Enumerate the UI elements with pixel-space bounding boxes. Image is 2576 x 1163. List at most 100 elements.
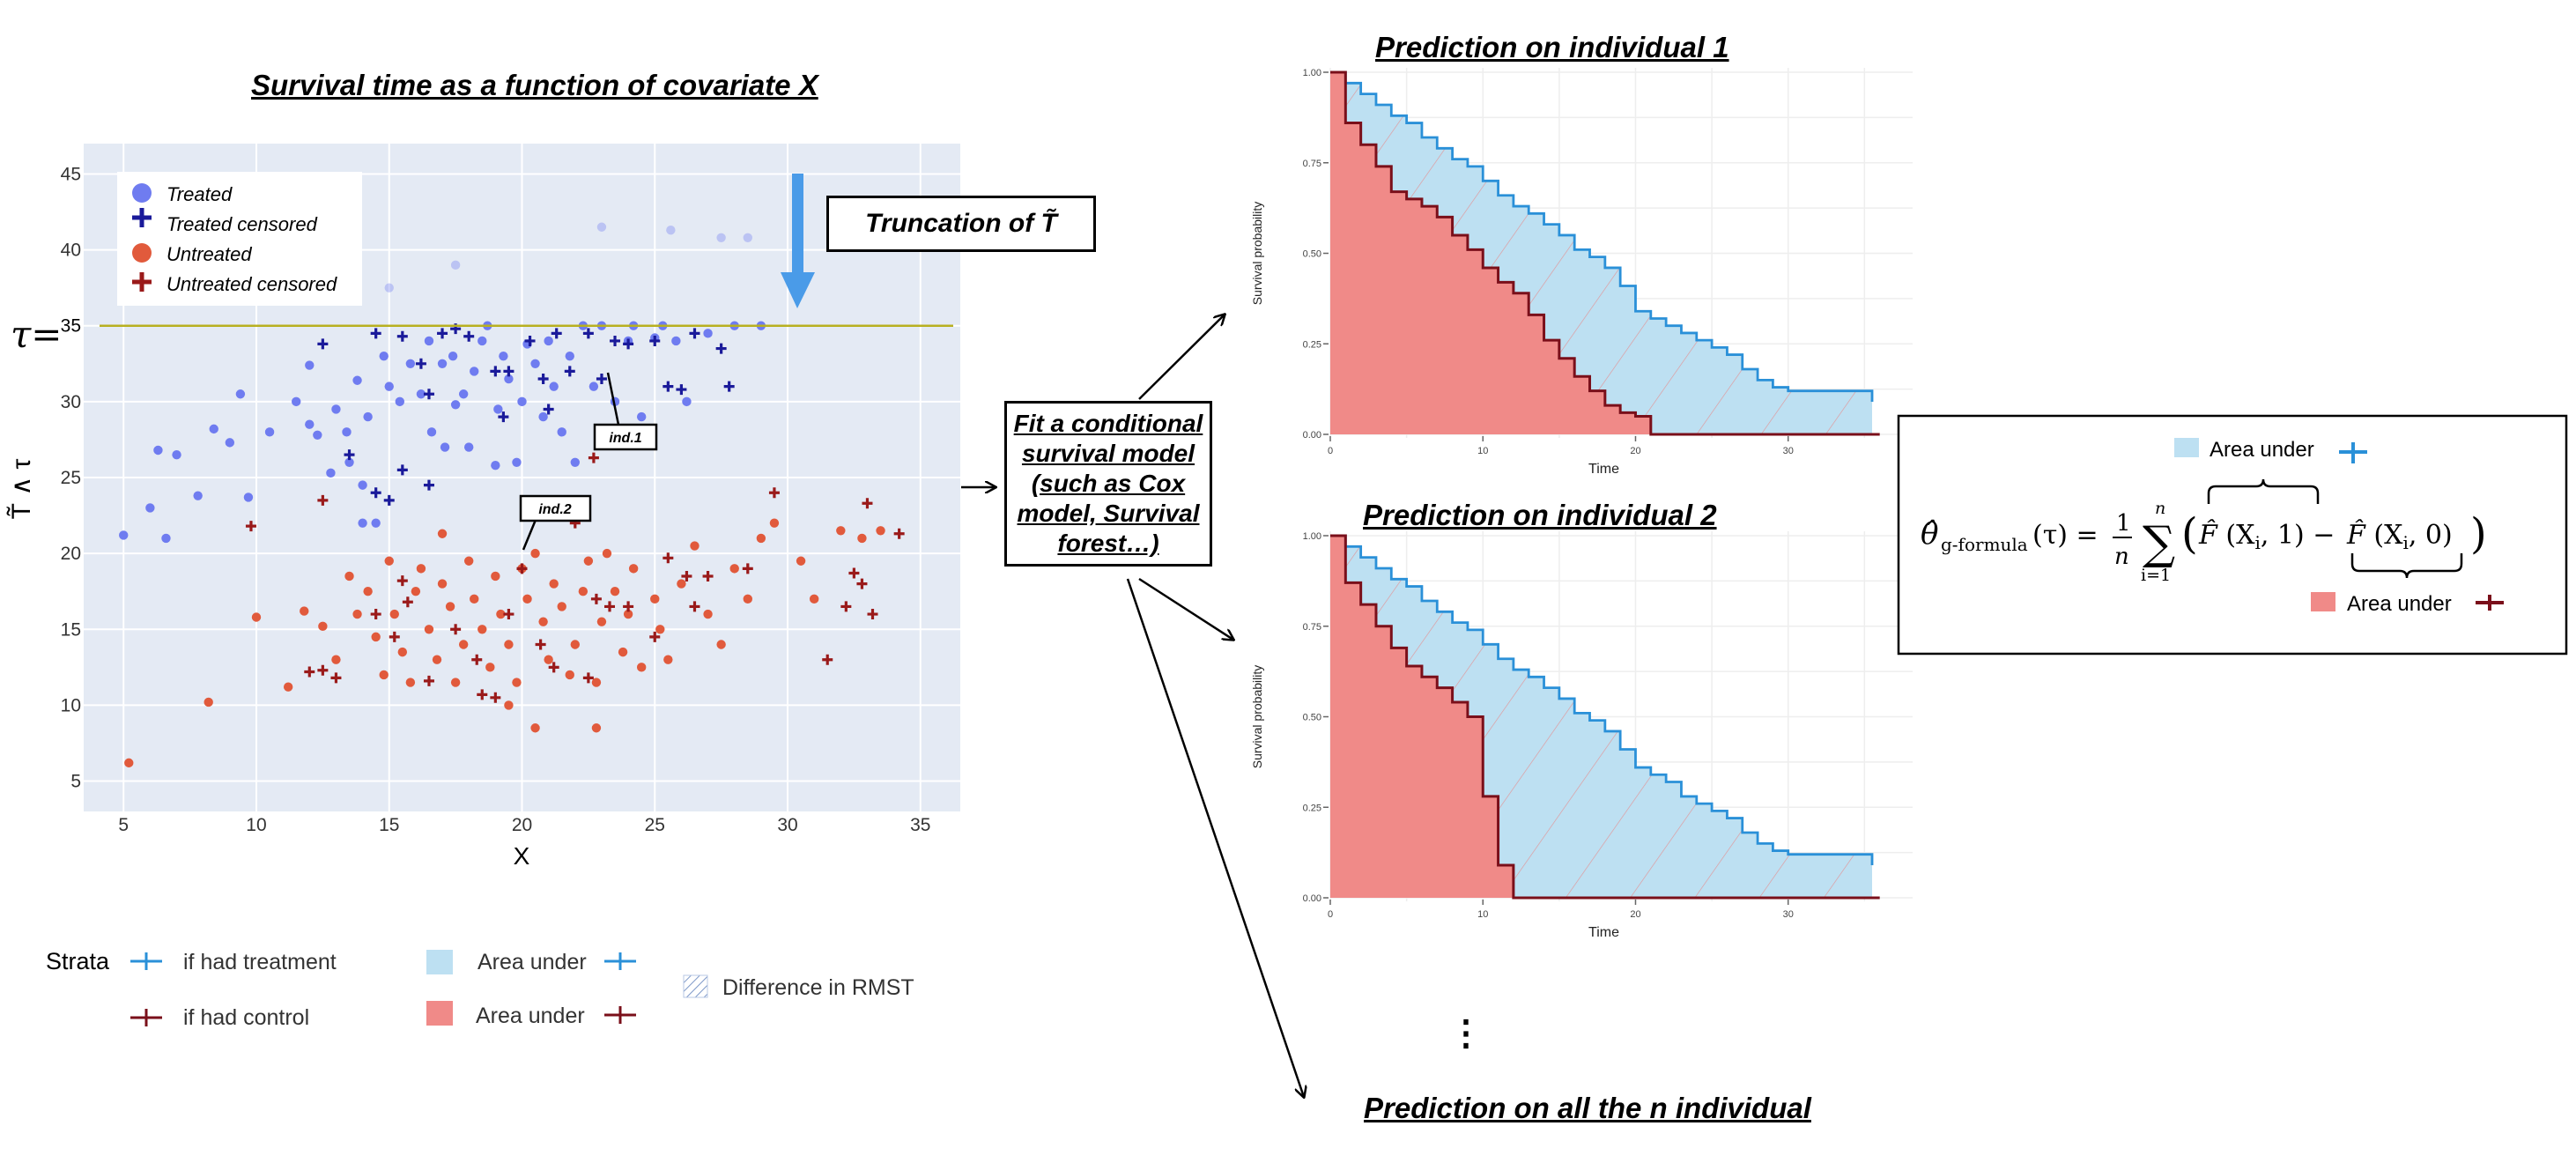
treated-point: [395, 396, 405, 407]
untreated-point: [344, 571, 354, 582]
km-y-tick-label: 0.25: [1303, 339, 1321, 350]
treated-censored-point: [524, 335, 536, 346]
treated-point: [682, 396, 692, 407]
untreated-point: [437, 579, 448, 589]
treated-censored-point: [663, 381, 674, 392]
model-to-all-arrow: [1126, 578, 1304, 1097]
untreated-point: [591, 678, 602, 687]
untreated-point: [331, 655, 341, 664]
km-curve-treatment: [1330, 70, 1874, 403]
untreated-point: [549, 579, 559, 589]
treated-point: [161, 533, 171, 544]
untreated-point: [602, 548, 612, 559]
legend-treatment-icon: [130, 952, 162, 970]
ind1-annotation: ind.1: [609, 431, 641, 446]
untreated-point: [424, 625, 434, 634]
formula-term-2: F̂ (Xi, 0): [2346, 520, 2453, 553]
treated-point: [463, 442, 474, 452]
treated-censored-point: [396, 330, 408, 342]
untreated-point: [583, 556, 594, 566]
untreated-point: [557, 602, 566, 611]
treated-point: [424, 336, 434, 346]
treated-censored-point: [370, 328, 381, 339]
legend-area-control-label: Area under: [476, 1004, 585, 1028]
untreated-point: [485, 663, 495, 672]
treated-point: [743, 233, 752, 243]
untreated-point: [636, 663, 647, 672]
treated-point: [305, 360, 315, 370]
legend-area-control-swatch: [426, 1001, 453, 1026]
untreated-point: [591, 723, 602, 733]
km-x-tick-label: 30: [1783, 446, 1794, 456]
km-y-tick-label: 1.00: [1303, 531, 1321, 542]
km-curve-treatment: [1330, 534, 1874, 866]
treated-censored-point: [463, 330, 475, 342]
untreated-point: [663, 655, 673, 664]
km-x-tick-label: 10: [1477, 446, 1488, 456]
untreated-censored-point: [471, 654, 483, 665]
treated-censored-point: [503, 366, 514, 377]
treated-point: [538, 411, 548, 422]
untreated-point: [522, 594, 532, 604]
treated-point: [557, 427, 566, 437]
untreated-censored-point: [582, 672, 594, 684]
treated-censored-point: [715, 343, 727, 354]
treated-censored-point: [649, 335, 661, 346]
untreated-point: [204, 697, 213, 707]
untreated-point: [283, 682, 293, 692]
untreated-point: [876, 526, 885, 536]
untreated-censored-point: [548, 662, 559, 673]
formula-term-1: F̂ (Xi, 1) −: [2198, 520, 2335, 553]
km-curve-control: [1330, 70, 1880, 436]
untreated-point: [578, 587, 588, 596]
km-y-tick-label: 0.50: [1303, 713, 1321, 723]
untreated-point: [628, 564, 639, 574]
untreated-point: [703, 609, 713, 619]
formula-top-area-swatch: [2174, 438, 2199, 457]
treated-point: [326, 468, 336, 478]
treated-point: [458, 389, 469, 399]
treated-censored-point: [543, 404, 554, 415]
legend-control-icon: [130, 1009, 162, 1026]
untreated-point: [796, 556, 806, 566]
treated-point: [371, 518, 381, 528]
panel1-title: Prediction on individual 1: [1375, 31, 1729, 63]
untreated-point: [411, 587, 421, 596]
y-tick-label: 20: [61, 544, 81, 564]
treated-point: [703, 329, 713, 338]
y-tick-label: 15: [61, 619, 81, 640]
scatter-x-axis-label: X: [514, 842, 530, 870]
untreated-point: [352, 609, 362, 619]
model-box-line-5: forest…): [1057, 530, 1159, 557]
scatter-y-axis-label: T̃ ∧ τ: [7, 458, 36, 519]
legend-area-treat-km-icon: [604, 952, 636, 970]
untreated-point: [363, 587, 373, 596]
untreated-point: [405, 678, 416, 687]
treated-point: [363, 411, 373, 422]
untreated-censored-point: [590, 593, 602, 604]
model-to-panel1-arrow: [1138, 315, 1225, 400]
scatter-title: Survival time as a function of covariate…: [251, 69, 818, 101]
untreated-point: [300, 606, 309, 616]
untreated-point: [496, 609, 506, 619]
formula-paren-close: ): [2470, 509, 2487, 559]
treated-censored-point: [623, 338, 634, 350]
untreated-censored-legend-marker: [132, 272, 152, 292]
formula-lhs-subscript: g-formula: [1941, 534, 2028, 555]
treated-censored-point: [423, 389, 434, 400]
treated-point: [292, 396, 301, 407]
km-x-tick-label: 20: [1630, 446, 1640, 456]
x-tick-label: 30: [777, 815, 797, 835]
km-x-tick-label: 30: [1783, 909, 1794, 920]
km-x-tick-label: 0: [1328, 909, 1333, 920]
treated-censored-point: [676, 384, 687, 396]
untreated-point: [677, 579, 686, 589]
treated-point: [512, 457, 522, 467]
km-x-tick-label: 10: [1477, 909, 1488, 920]
treated-point: [450, 260, 461, 270]
km-y-axis-label: Survival probability: [1250, 202, 1264, 306]
km-y-tick-label: 0.00: [1303, 430, 1321, 441]
untreated-point: [565, 670, 574, 680]
x-tick-label: 5: [118, 815, 129, 835]
